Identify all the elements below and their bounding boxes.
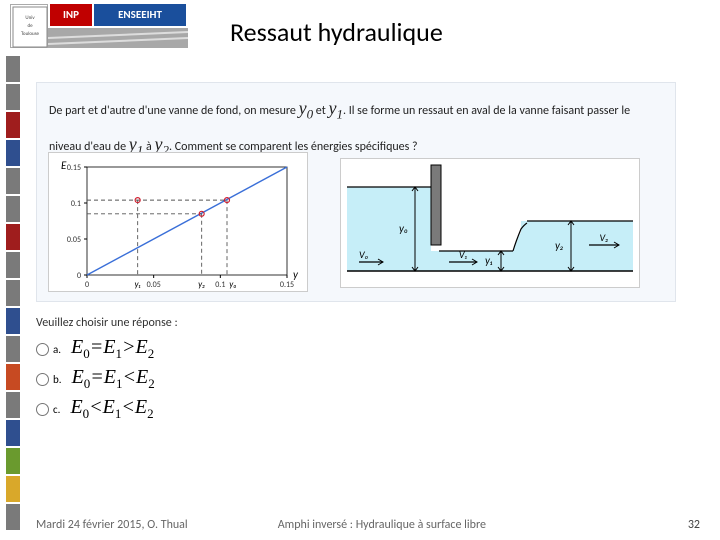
svg-text:V₂: V₂ <box>599 231 608 244</box>
svg-text:y: y <box>293 268 299 281</box>
accent-bars <box>6 56 22 532</box>
answer-b[interactable]: b. E0=E1<E2 <box>36 366 396 392</box>
svg-text:y₂: y₂ <box>555 239 564 252</box>
svg-text:y₂: y₂ <box>198 279 205 290</box>
footer-title: Amphi inversé : Hydraulique à surface li… <box>278 518 688 532</box>
univ-toulouse-logo: Univ de Toulouse <box>10 4 48 48</box>
svg-text:y₀: y₀ <box>399 222 408 235</box>
svg-text:E: E <box>61 159 67 172</box>
answer-section: Veuillez choisir une réponse : a. E0=E1>… <box>36 316 396 426</box>
answer-b-math: E0=E1<E2 <box>72 366 155 392</box>
answer-c[interactable]: c. E0<E1<E2 <box>36 396 396 422</box>
svg-text:y₀: y₀ <box>229 279 237 290</box>
var-y0: y0 <box>299 98 314 118</box>
energy-chart: 00.050.10.1500.050.10.15Eyy₁y₂y₀ <box>48 152 308 292</box>
q-et: et <box>313 104 328 118</box>
answer-prompt: Veuillez choisir une réponse : <box>36 316 396 330</box>
svg-text:0.15: 0.15 <box>280 280 294 290</box>
svg-text:0.1: 0.1 <box>71 199 81 209</box>
svg-text:0.1: 0.1 <box>215 280 225 290</box>
letter-b: b. <box>53 373 62 386</box>
svg-text:0.05: 0.05 <box>147 280 161 290</box>
letter-a: a. <box>53 343 61 356</box>
svg-text:y₁: y₁ <box>485 254 493 267</box>
footer-date-author: Mardi 24 février 2015, O. Thual <box>36 518 188 532</box>
logo-area: Univ de Toulouse INP ENSEEIHT <box>10 4 210 52</box>
svg-text:0.05: 0.05 <box>67 235 81 245</box>
svg-text:Toulouse: Toulouse <box>21 31 40 37</box>
enseeiht-logo: ENSEEIHT <box>94 4 186 26</box>
page-number: 32 <box>688 518 700 532</box>
answer-a-math: E0=E1>E2 <box>71 336 154 362</box>
footer: Mardi 24 février 2015, O. Thual Amphi in… <box>36 518 700 532</box>
svg-text:Univ: Univ <box>25 15 35 21</box>
answer-a[interactable]: a. E0=E1>E2 <box>36 336 396 362</box>
radio-b[interactable] <box>36 373 49 386</box>
letter-c: c. <box>53 403 60 416</box>
q-part1: De part et d'autre d'une vanne de fond, … <box>49 104 299 118</box>
svg-text:V₀: V₀ <box>359 248 369 261</box>
radio-a[interactable] <box>36 343 49 356</box>
banner-photo <box>48 28 188 48</box>
slide-title: Ressaut hydraulique <box>230 16 443 48</box>
svg-text:y₁: y₁ <box>135 279 141 290</box>
svg-text:0: 0 <box>77 271 81 281</box>
hydraulic-jump-diagram: y₀ y₁ y₂ V₀ V₁ V₂ <box>340 158 640 288</box>
svg-text:de: de <box>27 23 33 29</box>
answer-c-math: E0<E1<E2 <box>70 396 153 422</box>
svg-text:V₁: V₁ <box>459 248 468 261</box>
svg-text:0: 0 <box>85 280 89 290</box>
var-y1: y1 <box>328 98 343 118</box>
inp-logo: INP <box>50 4 92 26</box>
svg-text:0.15: 0.15 <box>67 163 81 173</box>
radio-c[interactable] <box>36 403 49 416</box>
